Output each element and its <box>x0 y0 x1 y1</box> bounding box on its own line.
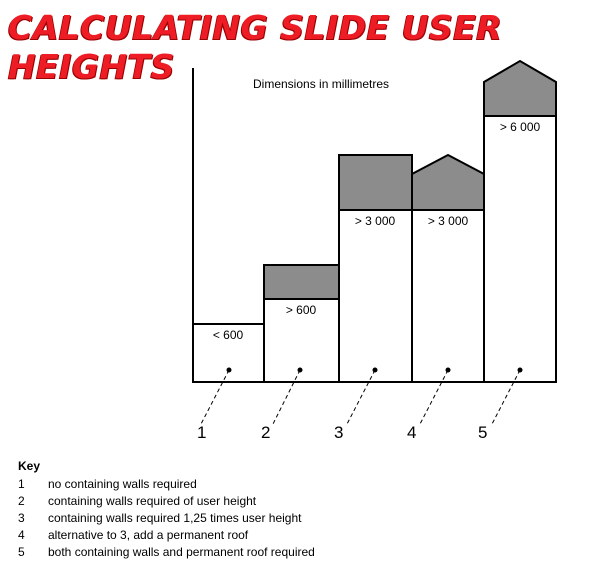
column-4-number: 4 <box>407 423 416 442</box>
key-item: 4 alternative to 3, add a permanent roof <box>18 527 315 544</box>
key-item: 3 containing walls required 1,25 times u… <box>18 510 315 527</box>
column-3: > 3 000 3 <box>334 154 413 442</box>
key-item: 5 both containing walls and permanent ro… <box>18 544 315 561</box>
column-3-number: 3 <box>334 423 343 442</box>
key-item-text: containing walls required 1,25 times use… <box>48 511 302 525</box>
column-2: > 600 2 <box>261 264 340 442</box>
slide-height-diagram: Dimensions in millimetres < 600 1 > 600 … <box>192 59 557 442</box>
key-item-number: 1 <box>18 477 25 491</box>
column-5-number: 5 <box>478 423 487 442</box>
column-1-number: 1 <box>197 423 206 442</box>
column-5-label: > 6 000 <box>500 120 541 134</box>
column-2-walls <box>263 264 340 300</box>
column-3-label: > 3 000 <box>355 214 396 228</box>
key-item-number: 2 <box>18 494 25 508</box>
column-5: > 6 000 5 <box>478 59 557 442</box>
key-item: 2 containing walls required of user heig… <box>18 493 315 510</box>
key-item-number: 4 <box>18 528 25 542</box>
key-legend: Key 1 no containing walls required 2 con… <box>18 459 315 561</box>
column-5-roof <box>483 59 557 117</box>
column-4-label: > 3 000 <box>428 214 469 228</box>
column-4-roof <box>411 153 485 211</box>
key-item-text: no containing walls required <box>48 477 197 491</box>
key-item-text: containing walls required of user height <box>48 494 257 508</box>
column-2-number: 2 <box>261 423 270 442</box>
key-heading: Key <box>18 459 41 473</box>
column-3-walls <box>338 154 413 211</box>
column-1-label: < 600 <box>213 328 244 342</box>
column-4: > 3 000 4 <box>407 153 485 442</box>
key-item-number: 3 <box>18 511 25 525</box>
key-item: 1 no containing walls required <box>18 476 315 493</box>
dimensions-note: Dimensions in millimetres <box>253 77 389 91</box>
key-item-number: 5 <box>18 545 25 559</box>
column-2-label: > 600 <box>286 303 317 317</box>
column-1: < 600 1 <box>192 323 265 442</box>
key-item-text: both containing walls and permanent roof… <box>48 545 315 559</box>
page-title: CALCULATING SLIDE USER HEIGHTS <box>8 8 503 86</box>
key-item-text: alternative to 3, add a permanent roof <box>48 528 249 542</box>
